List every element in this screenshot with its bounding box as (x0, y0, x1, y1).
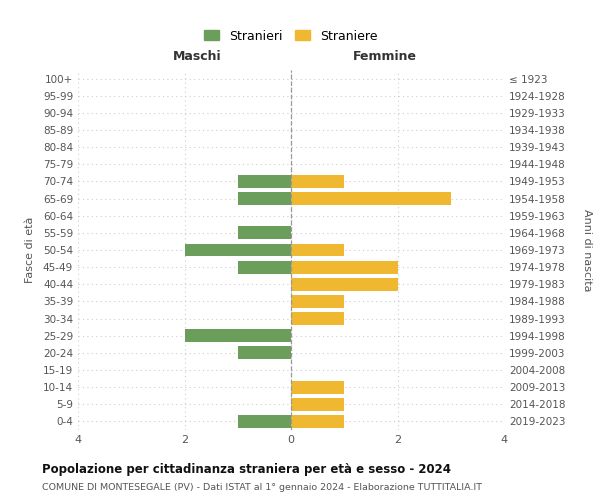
Bar (291, 398, 344, 410)
Bar (238, 192, 291, 205)
Text: Maschi: Maschi (173, 50, 221, 63)
Bar (291, 380, 344, 394)
Bar (291, 278, 398, 290)
Bar (185, 244, 291, 256)
Text: Popolazione per cittadinanza straniera per età e sesso - 2024: Popolazione per cittadinanza straniera p… (42, 462, 451, 475)
Legend: Stranieri, Straniere: Stranieri, Straniere (200, 26, 382, 46)
Bar (291, 295, 344, 308)
Text: Femmine: Femmine (353, 50, 417, 63)
Y-axis label: Anni di nascita: Anni di nascita (582, 209, 592, 291)
Bar (291, 175, 344, 188)
Y-axis label: Fasce di età: Fasce di età (25, 217, 35, 283)
Bar (291, 415, 344, 428)
Bar (291, 312, 344, 325)
Bar (291, 244, 344, 256)
Bar (238, 260, 291, 274)
Bar (185, 330, 291, 342)
Bar (238, 415, 291, 428)
Bar (238, 226, 291, 239)
Bar (238, 175, 291, 188)
Bar (291, 192, 451, 205)
Bar (291, 260, 398, 274)
Bar (238, 346, 291, 360)
Text: COMUNE DI MONTESEGALE (PV) - Dati ISTAT al 1° gennaio 2024 - Elaborazione TUTTIT: COMUNE DI MONTESEGALE (PV) - Dati ISTAT … (42, 482, 482, 492)
